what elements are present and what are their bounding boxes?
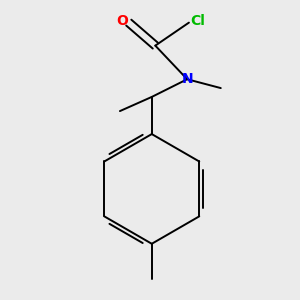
Text: N: N bbox=[181, 72, 193, 86]
Text: O: O bbox=[116, 14, 128, 28]
Text: Cl: Cl bbox=[190, 14, 205, 28]
